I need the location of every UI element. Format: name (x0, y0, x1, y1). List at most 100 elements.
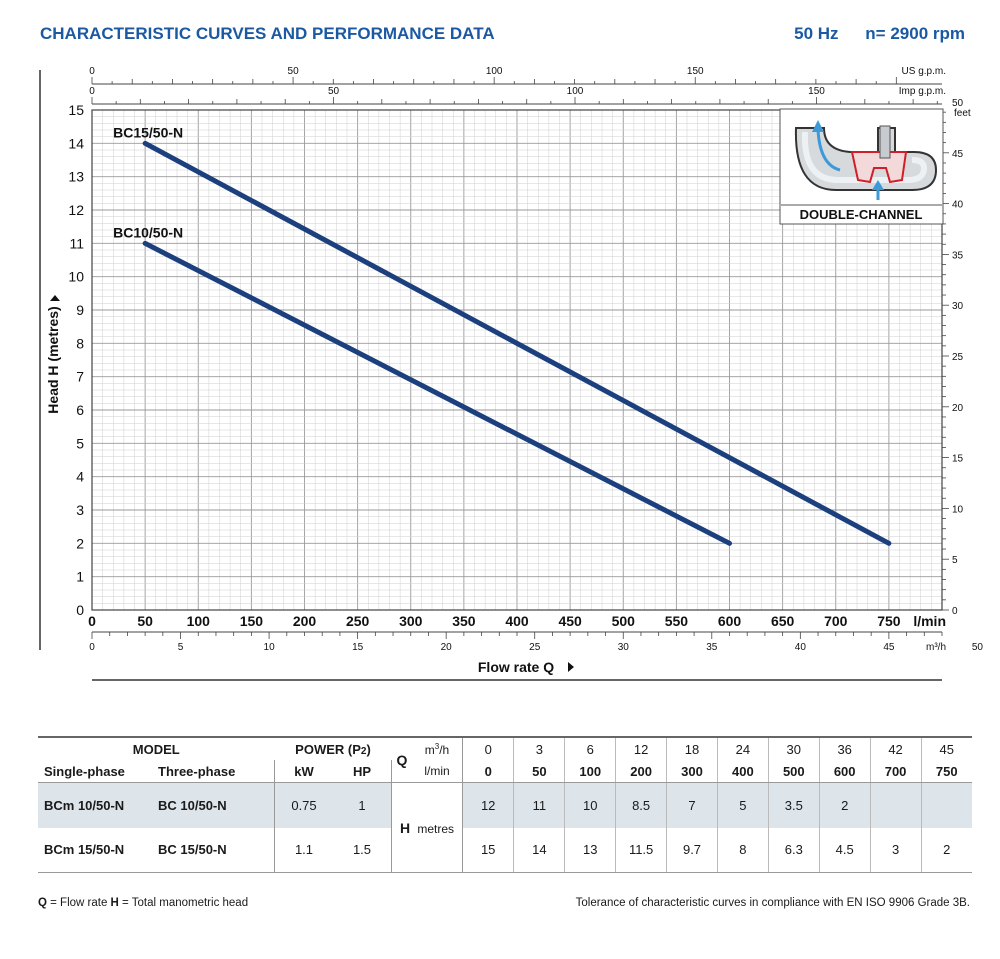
m3h-tick-label: 20 (441, 642, 453, 653)
flow-value-cell: 2 (943, 842, 951, 858)
usgpm-tick-label: 100 (486, 66, 503, 77)
impgpm-unit-label: Imp g.p.m. (899, 86, 946, 97)
m3h-tick-label: 0 (89, 642, 95, 653)
inset-label: DOUBLE-CHANNEL (800, 207, 923, 222)
row-hp: 1 (333, 782, 392, 828)
flow-value-cell: 8.5 (615, 783, 668, 828)
y-tick-label: 3 (76, 502, 84, 518)
flow-value-cell (921, 783, 972, 828)
flow-value-cell: 42 (870, 738, 922, 760)
usgpm-tick-label: 0 (89, 66, 95, 77)
x-axis-label: Flow rate Q (478, 659, 554, 675)
flow-value-cell: 700 (870, 760, 922, 782)
feet-tick-label: 0 (952, 606, 958, 617)
flow-value-cell: 3 (870, 827, 922, 872)
flow-value-cell: 200 (615, 760, 668, 782)
flow-value-cell: 8 (717, 827, 769, 872)
impeller-icon (850, 151, 908, 184)
feet-tick-label: 30 (952, 301, 964, 312)
flow-value-cell: 30 (768, 738, 820, 760)
flow-value-cell: 0 (463, 738, 515, 760)
row-hp: 1.5 (333, 827, 392, 873)
hp-header: HP (333, 760, 392, 783)
flow-value-cell: 6.3 (768, 827, 820, 872)
feet-tick-label: 45 (952, 149, 964, 160)
flow-value-cell: 14 (513, 827, 566, 872)
x-unit-label: l/min (913, 613, 946, 629)
row-single-model: BCm 15/50-N (44, 842, 125, 858)
flow-value-cell: 600 (819, 760, 871, 782)
m3h-tick-label: 30 (618, 642, 630, 653)
legend-footnote: Q = Flow rate H = Total manometric head (38, 897, 249, 909)
x-tick-label: 350 (452, 613, 476, 629)
q-label: Q (396, 752, 408, 768)
flow-value-cell: 36 (819, 738, 871, 760)
flow-value-cell: 10 (564, 783, 617, 828)
flow-value-cell: 9.7 (666, 827, 718, 872)
flow-value-cell: 750 (935, 763, 958, 779)
y-tick-label: 7 (76, 369, 84, 385)
x-tick-label: 250 (346, 613, 370, 629)
speed-label: n= 2900 rpm (865, 24, 965, 43)
flow-value-cell: 45 (939, 741, 954, 757)
chart-series: BC15/50-N BC10/50-N (113, 124, 892, 546)
feet-tick-label: 5 (952, 555, 958, 566)
x-tick-label: 150 (240, 613, 264, 629)
x-tick-label: 650 (771, 613, 795, 629)
m3h-tick-label: 45 (883, 642, 895, 653)
tolerance-note: Tolerance of characteristic curves in co… (575, 897, 970, 909)
y-tick-label: 2 (76, 535, 84, 551)
m3h-unit: m3/h (412, 737, 463, 760)
frequency-label: 50 Hz (794, 24, 839, 43)
flow-value-cell: 18 (666, 738, 718, 760)
speed-info: 50 Hz n= 2900 rpm (772, 24, 965, 44)
x-tick-label: 500 (612, 613, 636, 629)
x-axis-arrow-icon (568, 662, 574, 672)
flow-value-cell: 400 (717, 760, 769, 782)
impgpm-tick-label: 100 (567, 86, 584, 97)
series-line (142, 140, 892, 546)
x-tick-label: 200 (293, 613, 317, 629)
row-three-model: BC 10/50-N (152, 782, 275, 828)
power-header: POWER (P2) (295, 741, 371, 757)
flow-value-cell: 2 (819, 783, 871, 828)
flow-value-cell: 3 (513, 738, 566, 760)
series-line (142, 240, 732, 546)
double-channel-inset: DOUBLE-CHANNEL (779, 108, 944, 225)
flow-value-cell: 3.5 (768, 783, 820, 828)
flow-value-cell: 100 (564, 760, 617, 782)
performance-table: MODEL POWER (P2) Q m3/h 0 3 6 12 18 24 30 36 42 4… (38, 736, 972, 873)
feet-unit-label: feet (954, 108, 971, 119)
flow-value-cell: 0 (463, 760, 515, 782)
flow-value-cell: 6 (564, 738, 617, 760)
y-tick-label: 15 (68, 102, 84, 118)
m3h-tick-label: 35 (706, 642, 718, 653)
m3h-unit-label: m³/h (926, 642, 946, 653)
m3h-tick-label: 15 (352, 642, 364, 653)
x-tick-label: 450 (558, 613, 582, 629)
y-axis-arrow-icon (50, 295, 60, 301)
feet-tick-label: 25 (952, 352, 964, 363)
flow-value-cell: 500 (768, 760, 820, 782)
x-tick-label: 0 (88, 613, 96, 629)
row-single-model: BCm 10/50-N (44, 797, 125, 813)
row-kw: 1.1 (294, 842, 314, 858)
flow-value-cell: 5 (717, 783, 769, 828)
flow-value-cell: 50 (513, 760, 566, 782)
h-label: H metres (391, 782, 463, 873)
shaft-icon (879, 125, 891, 159)
lmin-unit: l/min (412, 760, 463, 783)
m3h-tick-label: 5 (178, 642, 184, 653)
m3h-tick-label: 10 (264, 642, 276, 653)
flow-value-cell: 12 (463, 783, 515, 828)
feet-tick-label: 15 (952, 454, 964, 465)
flow-value-cell: 12 (615, 738, 668, 760)
y-tick-label: 9 (76, 302, 84, 318)
flow-value-cell: 11.5 (615, 827, 668, 872)
x-tick-label: 700 (824, 613, 848, 629)
x-tick-label: 300 (399, 613, 423, 629)
flow-value-cell: 300 (666, 760, 718, 782)
y-tick-label: 12 (68, 202, 84, 218)
